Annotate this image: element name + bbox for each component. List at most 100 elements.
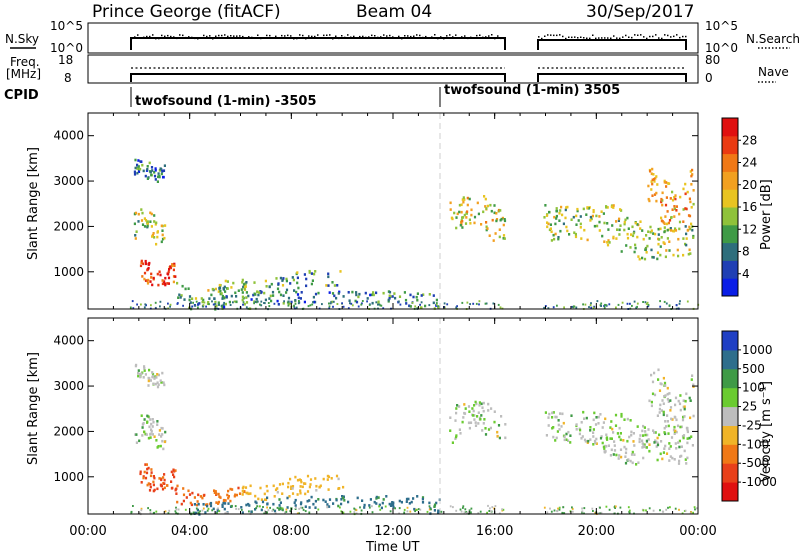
echo-cell [298,512,300,515]
nsearch-point [269,34,271,37]
echo-cell [139,375,142,379]
echo-cell [140,481,143,484]
echo-cell [653,393,657,397]
echo-cell [601,426,604,429]
echo-cell [242,301,245,304]
echo-cell [635,306,638,309]
echo-cell [605,437,608,440]
echo-cell [219,496,222,499]
echo-cell [500,415,503,418]
echo-cell [175,512,177,515]
echo-cell [361,302,363,305]
echo-cell [264,510,266,513]
echo-cell [148,489,152,492]
echo-cell [666,397,669,401]
echo-cell [592,306,595,309]
echo-cell [451,441,454,444]
echo-cell [364,291,367,295]
echo-cell [342,496,345,500]
velocity-echoes [130,363,698,516]
echo-cell [604,303,606,306]
echo-cell [278,483,282,486]
echo-cell [686,428,689,432]
echo-cell [296,271,299,274]
echo-cell [576,207,579,211]
echo-cell [160,172,163,176]
echo-cell [472,409,475,413]
echo-cell [613,440,616,443]
echo-cell [263,492,266,496]
echo-cell [583,507,586,510]
echo-cell [310,282,313,286]
echo-cell [215,304,218,308]
echo-cell [422,293,425,296]
echo-cell [678,459,681,463]
echo-cell [259,486,262,490]
echo-cell [144,303,147,306]
nsearch-point [458,37,460,39]
echo-cell [663,230,666,234]
echo-cell [169,303,172,306]
echo-cell [222,303,225,307]
echo-cell [351,304,354,307]
echo-cell [410,500,413,504]
echo-cell [555,209,559,213]
echo-cell [622,439,625,442]
echo-cell [603,447,606,450]
echo-cell [278,498,281,501]
echo-cell [645,251,648,254]
echo-cell [285,279,288,283]
echo-cell [291,276,294,279]
echo-cell [570,218,573,221]
colorbar-tick-label: 4 [742,267,750,281]
echo-cell [293,501,296,504]
echo-cell [163,486,166,490]
echo-cell [204,511,207,514]
nsky-tick-top: 10^5 [50,19,83,33]
echo-cell [666,210,669,213]
echo-cell [678,508,680,511]
echo-cell [459,223,462,227]
echo-cell [435,298,438,302]
echo-cell [174,510,177,513]
echo-cell [686,441,689,445]
echo-cell [677,254,680,258]
echo-cell [140,208,143,211]
echo-cell [592,443,595,446]
echo-cell [245,281,248,284]
nsearch-point [488,35,490,37]
echo-cell [146,168,149,171]
echo-cell [253,281,256,284]
echo-cell [663,300,666,303]
colorbar-tick-label: 25 [742,400,757,414]
echo-cell [661,457,664,461]
echo-cell [647,305,650,308]
nsearch-point [422,36,424,39]
echo-cell [633,444,636,447]
echo-cell [603,240,606,243]
echo-cell [612,453,615,456]
nsearch-point [461,36,463,38]
nsearch-point [610,37,612,39]
echo-cell [285,508,288,511]
echo-cell [626,236,630,240]
echo-cell [140,372,143,375]
echo-cell [285,510,288,513]
echo-cell [276,487,279,490]
echo-cell [563,435,566,438]
echo-cell [156,235,159,239]
echo-cell [653,193,657,196]
echo-cell [669,197,672,200]
echo-cell [372,291,375,294]
echo-cell [677,441,680,444]
echo-cell [686,229,689,232]
echo-cell [266,496,269,500]
echo-cell [147,266,150,270]
echo-cell [224,502,227,505]
echo-cell [641,442,644,445]
echo-cell [137,159,140,162]
echo-cell [154,307,157,310]
echo-cell [330,477,333,480]
echo-cell [182,499,185,503]
echo-cell [255,297,258,301]
